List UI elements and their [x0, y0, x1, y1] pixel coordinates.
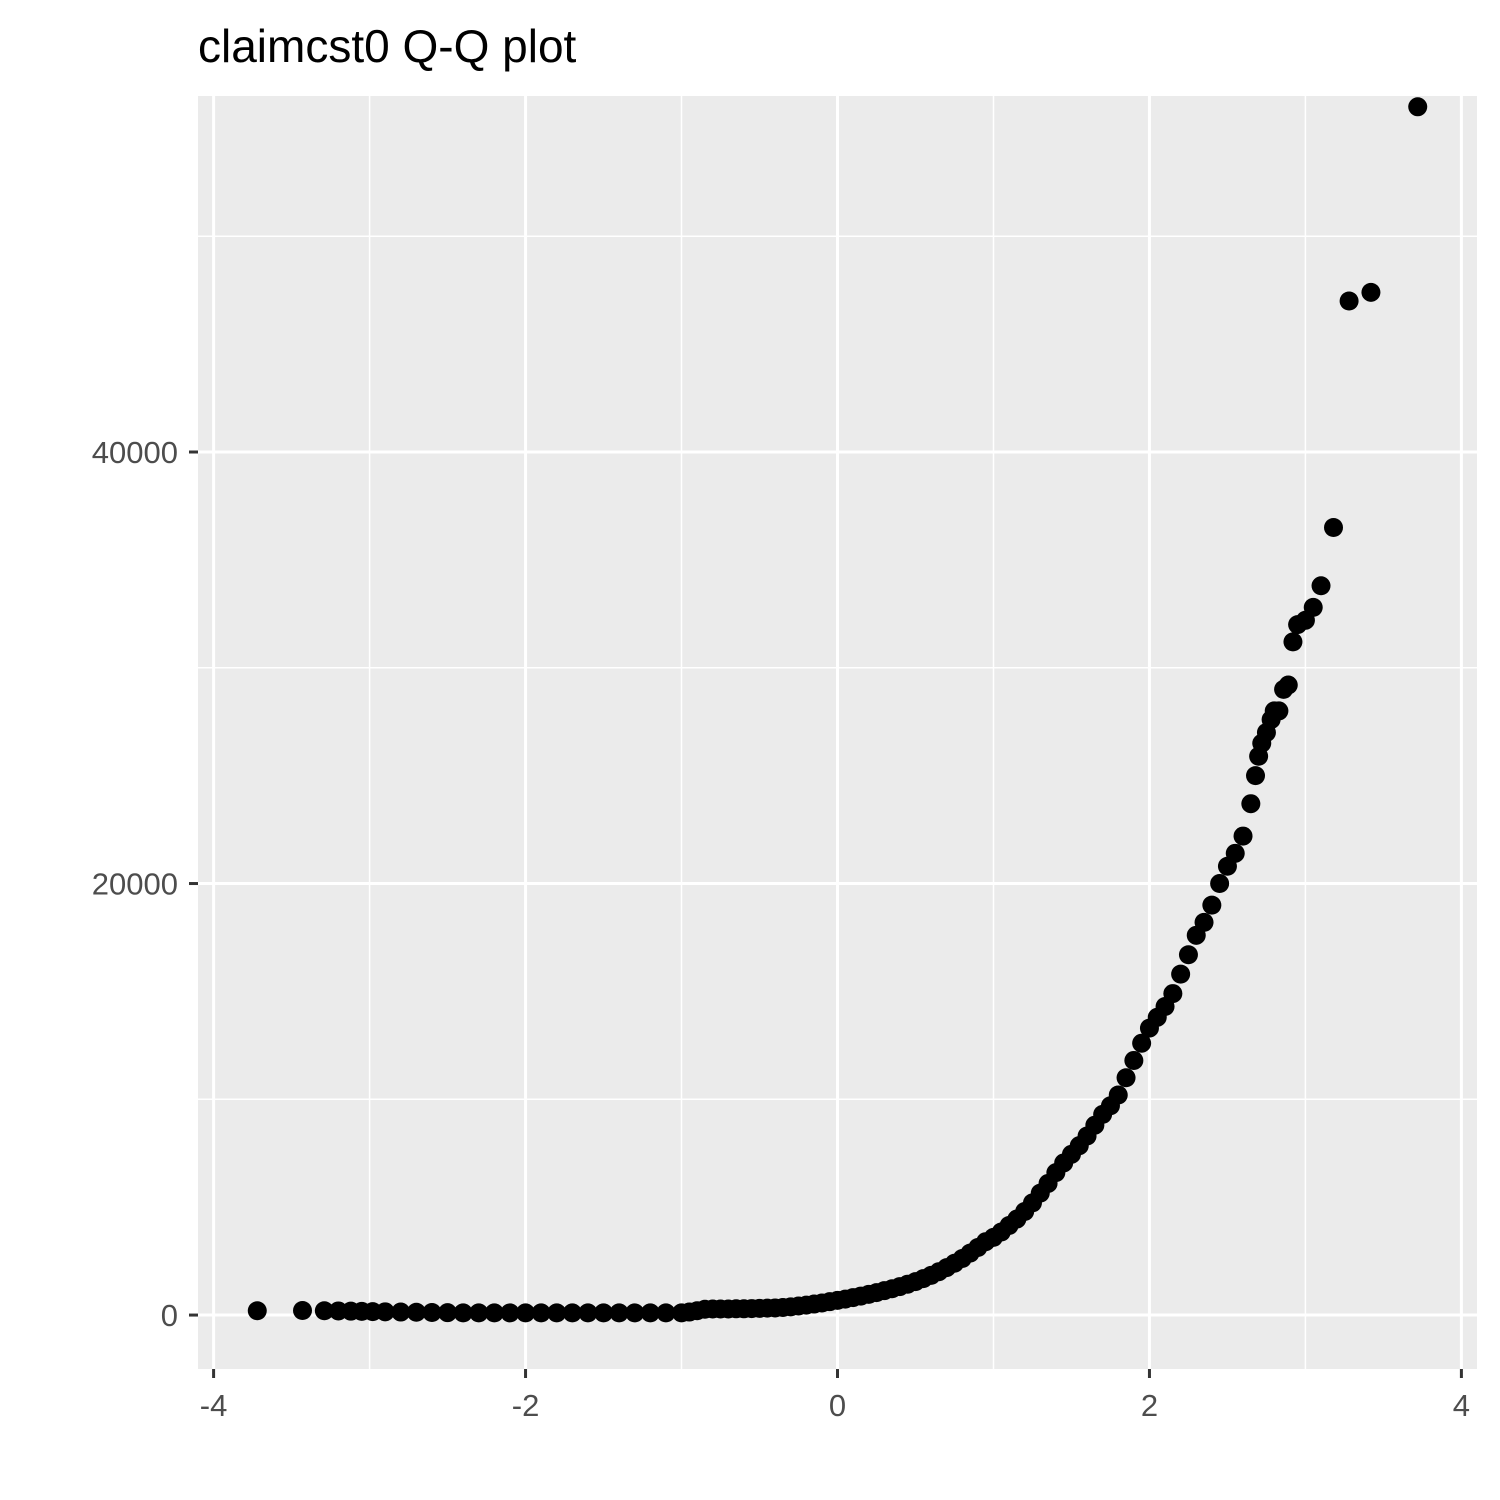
data-point: [578, 1303, 598, 1323]
data-point: [1124, 1050, 1144, 1070]
data-point: [453, 1303, 473, 1323]
data-point: [656, 1303, 676, 1323]
data-point: [422, 1302, 442, 1322]
data-point: [625, 1303, 645, 1323]
x-tick-label: -2: [512, 1388, 540, 1423]
grid-lines: [198, 96, 1477, 1369]
data-point: [562, 1303, 582, 1323]
data-point: [1269, 701, 1289, 721]
data-point: [1132, 1033, 1152, 1053]
data-point: [484, 1303, 504, 1323]
data-point: [516, 1303, 536, 1323]
data-point: [1311, 576, 1331, 596]
data-point: [1210, 874, 1230, 894]
data-point: [469, 1303, 489, 1323]
data-point: [1278, 675, 1298, 695]
data-point: [406, 1302, 426, 1322]
data-point: [531, 1303, 551, 1323]
data-point: [438, 1303, 458, 1323]
data-point: [1408, 97, 1428, 117]
data-point: [500, 1303, 520, 1323]
data-point: [609, 1303, 629, 1323]
chart-title: claimcst0 Q-Q plot: [198, 20, 577, 72]
data-point: [1233, 826, 1253, 846]
data-point: [1246, 766, 1266, 786]
data-point: [293, 1301, 313, 1321]
x-tick-label: 4: [1453, 1388, 1470, 1423]
data-point: [1361, 282, 1381, 302]
y-tick-label: 40000: [92, 435, 178, 470]
data-points: [247, 97, 1428, 1323]
data-point: [1163, 984, 1183, 1004]
x-tick-label: 2: [1141, 1388, 1158, 1423]
x-tick-label: 0: [829, 1388, 846, 1423]
data-point: [1116, 1068, 1136, 1088]
data-point: [1178, 945, 1198, 965]
data-point: [375, 1302, 395, 1322]
data-point: [547, 1303, 567, 1323]
data-point: [391, 1302, 411, 1322]
data-point: [640, 1303, 660, 1323]
x-tick-label: -4: [200, 1388, 228, 1423]
data-point: [1171, 964, 1191, 984]
data-point: [314, 1301, 334, 1321]
data-point: [1108, 1085, 1128, 1105]
data-point: [1303, 597, 1323, 617]
axes: -4 -2 0 2 4 0 20000 40000: [92, 435, 1470, 1423]
data-point: [1225, 843, 1245, 863]
data-point: [1324, 518, 1344, 538]
data-point: [1339, 291, 1359, 311]
data-point: [1241, 794, 1261, 814]
y-tick-label: 20000: [92, 867, 178, 902]
y-tick-label: 0: [161, 1298, 178, 1333]
data-point: [1194, 912, 1214, 932]
data-point: [594, 1303, 614, 1323]
data-point: [1202, 895, 1222, 915]
data-point: [247, 1301, 267, 1321]
data-point: [1283, 632, 1303, 652]
